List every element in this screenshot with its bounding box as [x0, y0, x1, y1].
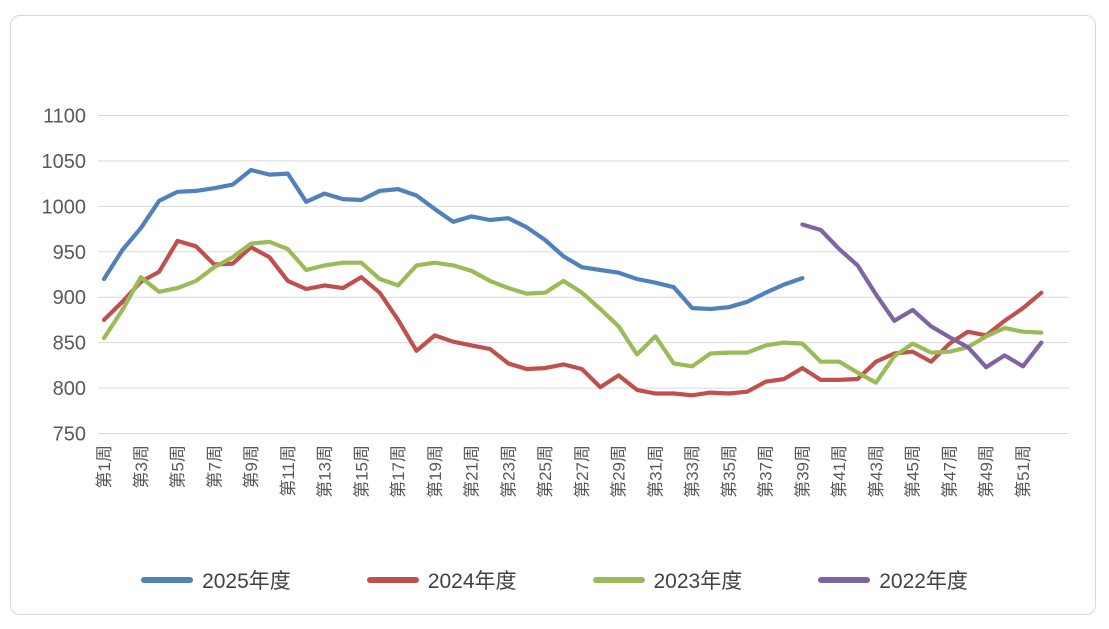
y-axis-tick-label: 850: [53, 333, 86, 355]
x-axis-tick-label: 第17周: [389, 445, 408, 498]
legend-line-swatch: [141, 577, 194, 583]
series-line-2-2023年度: [101, 239, 1044, 385]
legend-label: 2025年度: [202, 570, 291, 593]
x-axis-tick-label: 第47周: [940, 445, 959, 498]
x-axis-tick-label: 第45周: [904, 445, 923, 498]
x-axis-tick-label: 第27周: [573, 445, 592, 498]
legend-label: 2024年度: [427, 570, 517, 593]
x-axis-tick-label: 第5周: [169, 445, 188, 488]
x-axis-tick-label: 第49周: [977, 445, 996, 498]
legend-item-2022年度: 2022年度: [818, 565, 968, 595]
legend-label: 2023年度: [653, 570, 743, 593]
x-axis-tick-label: 第29周: [610, 445, 629, 498]
x-axis-tick-label: 第37周: [757, 445, 776, 498]
x-axis-tick-label: 第35周: [720, 445, 739, 498]
x-axis-tick-label: 第41周: [830, 445, 849, 498]
x-axis-tick-label: 第3周: [132, 445, 151, 488]
series-line-0-2025年度: [101, 167, 805, 312]
x-axis-tick-label: 第9周: [242, 445, 261, 488]
y-axis-tick-label: 800: [53, 378, 86, 400]
y-axis-tick-label: 750: [53, 424, 86, 446]
y-axis-tick-label: 1000: [42, 196, 87, 218]
x-axis-tick-label: 第15周: [352, 445, 371, 498]
y-axis-tick-label: 900: [53, 287, 86, 309]
x-axis-tick-label: 第19周: [426, 445, 445, 498]
legend-label: 2022年度: [879, 570, 968, 593]
chart-legend: 2025年度 2024年度 2023年度 2022年度: [0, 564, 1109, 596]
legend-line-swatch: [366, 577, 419, 583]
series-line-1-2024年度: [101, 238, 1044, 398]
legend-line-swatch: [592, 577, 645, 583]
legend-item-2024年度: 2024年度: [366, 565, 517, 595]
y-axis-tick-label: 1100: [43, 106, 86, 128]
legend-item-2023年度: 2023年度: [592, 565, 743, 595]
x-axis-tick-label: 第51周: [1014, 445, 1033, 498]
x-axis-tick-label: 第39周: [793, 445, 812, 498]
x-axis-tick-label: 第21周: [463, 445, 482, 498]
x-axis-tick-label: 第33周: [683, 445, 702, 498]
x-axis-tick-label: 第13周: [316, 445, 335, 498]
y-axis-tick-label: 950: [53, 242, 86, 264]
x-axis-tick-label: 第7周: [205, 445, 224, 488]
x-axis-tick-label: 第23周: [499, 445, 518, 498]
x-axis-tick-label: 第11周: [279, 445, 298, 497]
x-axis-tick-label: 第31周: [646, 445, 665, 498]
x-axis-tick-label: 第25周: [536, 445, 555, 498]
y-axis-tick-label: 1050: [42, 151, 87, 173]
x-axis-tick-label: 第43周: [867, 445, 886, 498]
legend-line-swatch: [818, 577, 871, 583]
x-axis-tick-label: 第1周: [95, 445, 114, 488]
legend-item-2025年度: 2025年度: [141, 565, 291, 595]
series-line-3-2022年度: [800, 222, 1044, 370]
